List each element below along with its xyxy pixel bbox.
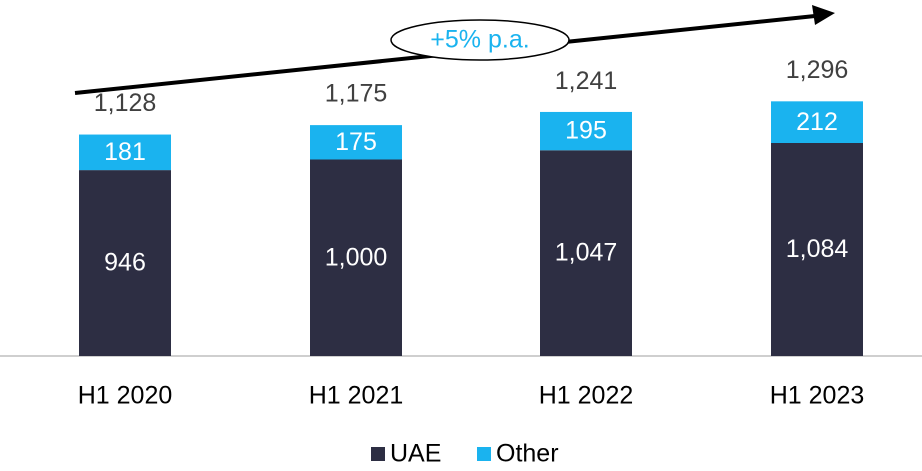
arrow-head [812,5,835,25]
data-label: 195 [565,117,607,145]
total-label: 1,128 [94,89,157,117]
legend-swatch [371,447,385,461]
bar-segment [771,142,863,356]
data-label: 175 [335,128,377,156]
legend-label: Other [496,440,559,468]
bar-segment [310,159,402,356]
x-tick-label: H1 2022 [539,382,634,410]
total-label: 1,296 [786,56,849,84]
data-label: 1,084 [786,235,849,263]
x-tick-label: H1 2021 [309,382,404,410]
annotation-bubble [390,19,570,61]
bar-segment [79,134,171,171]
data-label: 1,047 [555,239,618,267]
data-label: 212 [796,108,838,136]
bar-segment [310,125,402,160]
bar-segment [540,111,632,151]
data-label: 1,000 [325,243,388,271]
x-tick-label: H1 2023 [770,382,865,410]
annotation: +5% p.a. [430,26,529,54]
bar-segment [540,150,632,356]
total-label: 1,241 [555,67,618,95]
x-tick-label: H1 2020 [78,382,173,410]
legend-label: UAE [390,440,441,468]
bar-segment [79,170,171,356]
data-label: 181 [104,138,146,166]
bar-segment [771,101,863,143]
data-label: 946 [104,249,146,277]
total-label: 1,175 [325,80,388,108]
legend-swatch [477,447,491,461]
